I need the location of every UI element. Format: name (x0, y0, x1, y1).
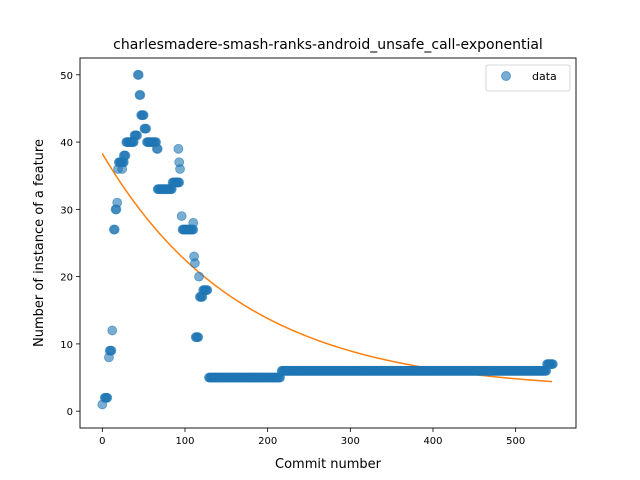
data-point (190, 258, 200, 269)
y-tick-label: 40 (60, 138, 73, 149)
x-tick-label: 300 (341, 436, 360, 447)
data-point (120, 150, 131, 161)
legend-label-data: data (532, 70, 557, 83)
data-point (133, 69, 144, 80)
data-point (109, 224, 120, 235)
data-point (152, 143, 163, 154)
data-point (193, 332, 204, 343)
data-point (117, 164, 128, 174)
data-point (188, 217, 199, 228)
x-tick-label: 100 (175, 436, 194, 447)
y-tick-label: 0 (67, 407, 73, 418)
data-point (194, 271, 204, 282)
data-point (174, 177, 185, 188)
data-point (112, 197, 123, 208)
data-point (141, 123, 152, 134)
data-point (138, 110, 149, 121)
data-point (135, 90, 146, 100)
data-point (173, 143, 184, 154)
x-axis-ticks: 0 100 200 300 400 500 (99, 428, 525, 447)
legend: data (485, 64, 571, 92)
y-tick-label: 30 (60, 205, 73, 216)
y-tick-label: 50 (60, 71, 73, 82)
data-point (175, 164, 185, 174)
y-tick-label: 20 (60, 273, 73, 284)
data-point (176, 211, 187, 221)
data-point (202, 285, 213, 295)
data-point (102, 392, 113, 403)
x-axis-label: Commit number (275, 457, 382, 472)
legend-marker-data (501, 71, 511, 81)
y-tick-label: 10 (60, 340, 73, 351)
plot-frame (79, 57, 577, 429)
chart-title: charlesmadere-smash-ranks-android_unsafe… (113, 37, 543, 53)
data-point (547, 359, 558, 369)
x-tick-label: 400 (423, 436, 442, 447)
x-tick-label: 0 (99, 436, 105, 447)
data-point (107, 325, 118, 336)
x-tick-label: 500 (506, 436, 525, 447)
y-axis-ticks: 0 10 20 30 40 50 (60, 71, 80, 418)
x-tick-label: 200 (258, 436, 277, 447)
y-axis-label: Number of instance of a feature (32, 139, 47, 347)
data-points (97, 69, 558, 410)
legend-frame (485, 64, 571, 92)
data-point (106, 345, 117, 356)
data-point (132, 130, 142, 141)
